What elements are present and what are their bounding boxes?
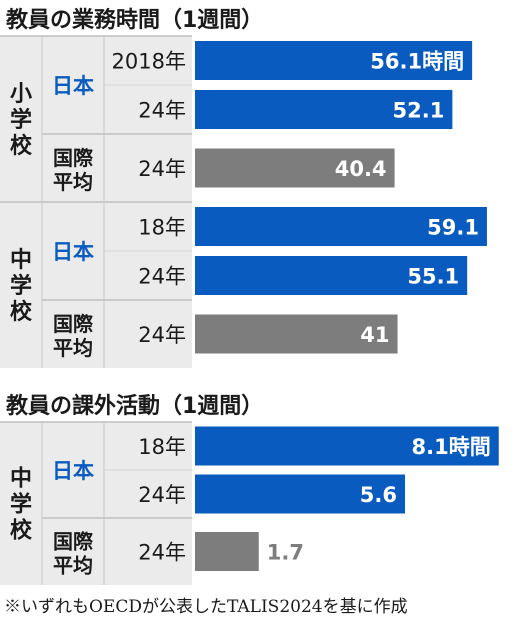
bar xyxy=(195,41,473,80)
country-label-intl-2: 平均 xyxy=(53,170,93,194)
country-label-intl: 国際 xyxy=(53,146,94,170)
group-panel xyxy=(0,422,192,585)
country-label-intl: 国際 xyxy=(53,312,94,336)
bar xyxy=(195,207,487,246)
data-label: 5.6 xyxy=(360,483,397,507)
data-label: 40.4 xyxy=(335,157,387,181)
year-label: 24年 xyxy=(138,99,186,123)
bar xyxy=(195,314,398,354)
data-label: 56.1時間 xyxy=(370,50,464,74)
year-label: 18年 xyxy=(138,435,186,459)
year-label: 24年 xyxy=(138,265,186,289)
school-label-char: 校 xyxy=(10,299,33,325)
school-label-char: 中 xyxy=(10,467,32,492)
bar xyxy=(195,474,405,514)
year-label: 24年 xyxy=(138,541,186,565)
data-label: 55.1 xyxy=(407,265,459,289)
bar xyxy=(195,426,499,466)
bar xyxy=(195,90,453,129)
data-label: 59.1 xyxy=(427,216,479,240)
bar xyxy=(195,256,468,295)
bar xyxy=(195,148,395,188)
year-label: 18年 xyxy=(138,216,186,240)
school-label-char: 校 xyxy=(10,133,33,159)
school-label: 小学校 xyxy=(10,82,33,159)
year-label: 24年 xyxy=(138,157,186,181)
data-label: 8.1時間 xyxy=(412,435,491,459)
chart2-title: 教員の課外活動（1週間） xyxy=(6,394,264,419)
year-label: 2018年 xyxy=(112,50,186,74)
school-label-char: 校 xyxy=(10,518,33,544)
footnote: ※いずれもOECDが公表したTALIS2024を基に作成 xyxy=(4,597,408,617)
country-label-japan: 日本 xyxy=(52,459,94,483)
data-label: 1.7 xyxy=(267,541,304,565)
school-label-char: 学 xyxy=(10,492,32,518)
chart1-title: 教員の業務時間（1週間） xyxy=(6,8,264,33)
school-label-char: 学 xyxy=(10,107,32,133)
country-label-japan: 日本 xyxy=(52,74,94,98)
data-label: 41 xyxy=(360,323,389,347)
school-label: 中学校 xyxy=(10,467,33,544)
country-label-intl: 国際 xyxy=(53,530,94,554)
data-label: 52.1 xyxy=(393,99,445,123)
year-label: 24年 xyxy=(138,323,186,347)
school-label-char: 学 xyxy=(10,273,32,299)
group-panel xyxy=(0,202,192,368)
group-panel xyxy=(0,36,192,202)
school-label: 中学校 xyxy=(10,248,33,325)
country-label-intl-2: 平均 xyxy=(53,554,93,578)
country-label-intl-2: 平均 xyxy=(53,336,93,360)
bar xyxy=(195,532,259,571)
school-label-char: 中 xyxy=(10,248,32,273)
country-label-japan: 日本 xyxy=(52,240,94,264)
year-label: 24年 xyxy=(138,483,186,507)
school-label-char: 小 xyxy=(10,82,32,107)
